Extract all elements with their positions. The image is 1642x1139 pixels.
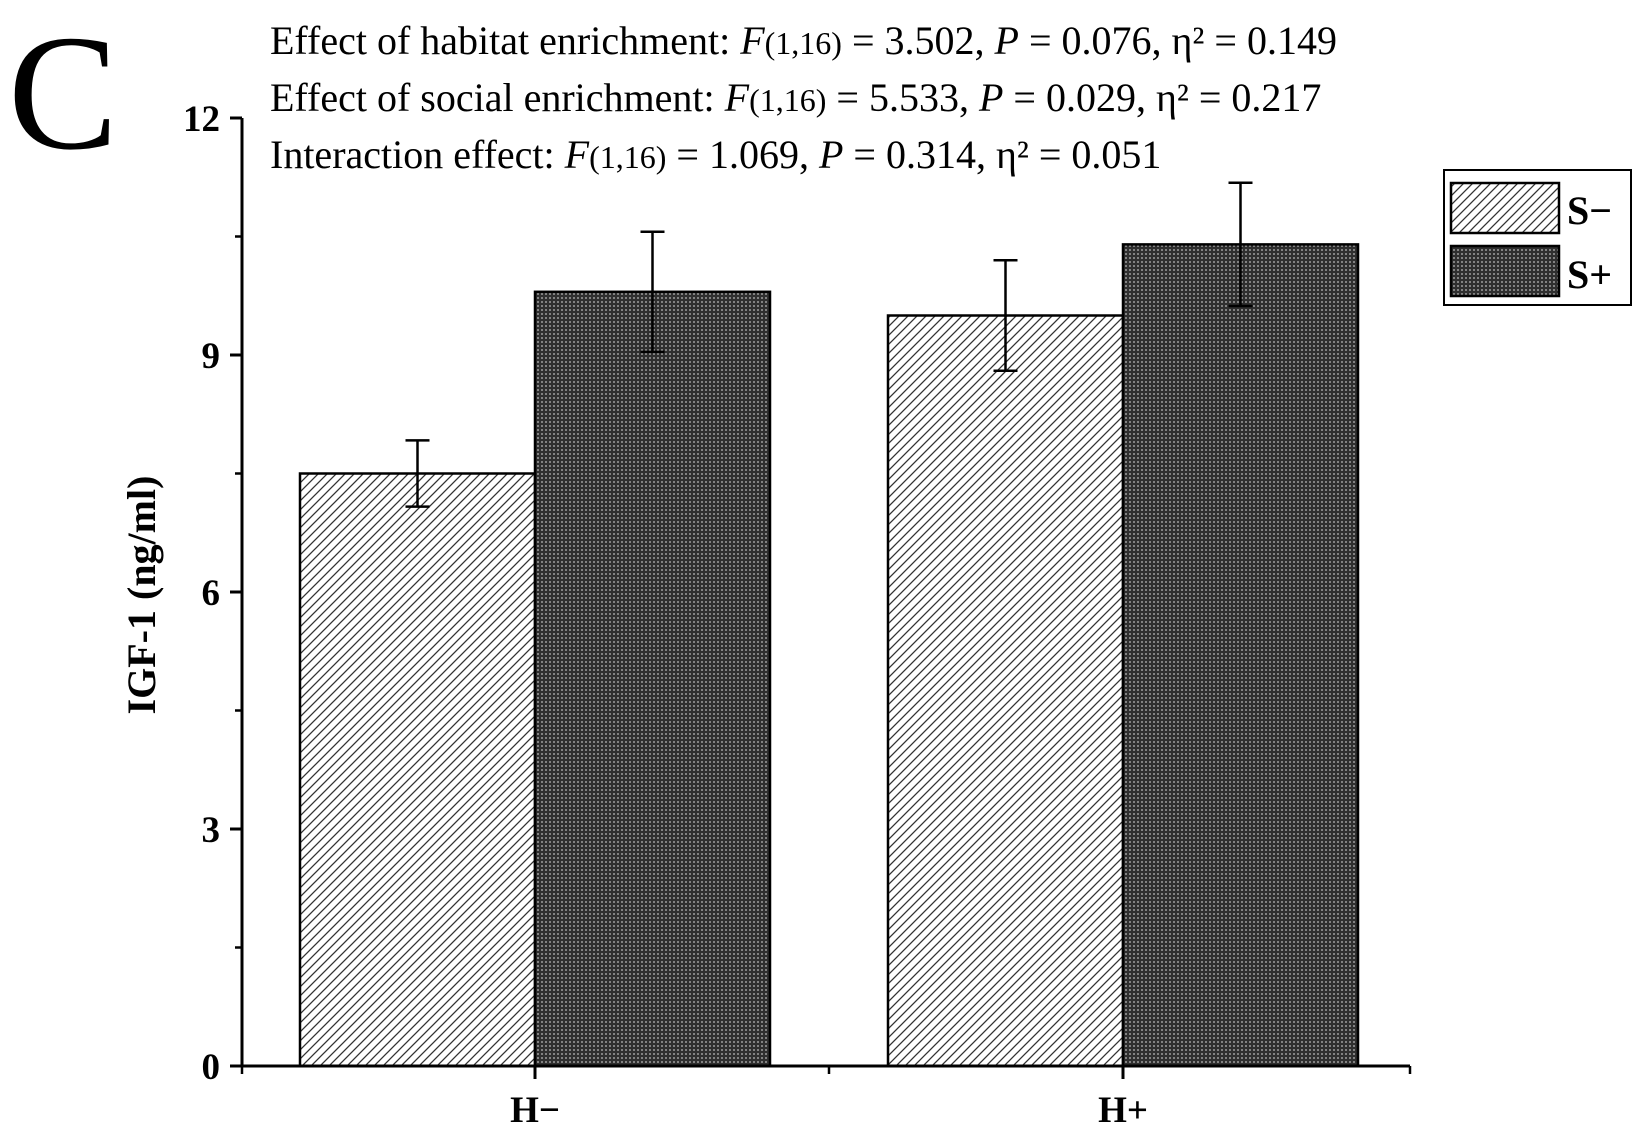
- axes-layer: 0 3 6 9 12 H− H+: [183, 99, 1412, 1131]
- y-tick-label-12: 12: [183, 99, 220, 140]
- annotation-habitat-df: (1,16): [765, 25, 842, 61]
- bar-s-plus-h-minus: [533, 290, 772, 1068]
- legend-swatch-s-plus: [1449, 244, 1561, 298]
- annotation-social-fvalue: = 5.533,: [826, 75, 979, 120]
- annotation-interaction: Interaction effect: F(1,16) = 1.069, P =…: [270, 132, 1161, 177]
- y-tick-label-3: 3: [202, 810, 221, 851]
- bar-s-minus-h-minus: [298, 472, 537, 1068]
- annotation-interaction-df: (1,16): [589, 139, 666, 175]
- legend-label-s-minus: S−: [1567, 188, 1612, 233]
- annotation-social-df: (1,16): [749, 82, 826, 118]
- legend-label-s-plus: S+: [1567, 252, 1612, 297]
- annotation-habitat-p: P: [994, 18, 1019, 63]
- annotation-interaction-f: F: [564, 132, 590, 177]
- legend-swatch-s-minus: [1449, 181, 1561, 235]
- panel-label: C: [8, 1, 118, 184]
- bars-layer: [298, 181, 1360, 1068]
- y-axis-label: IGF-1 (ng/ml): [119, 476, 164, 715]
- bar-s-plus-h-plus: [1121, 243, 1360, 1068]
- annotation-social-p: P: [978, 75, 1003, 120]
- y-tick-label-0: 0: [202, 1047, 221, 1088]
- annotation-social-f: F: [724, 75, 750, 120]
- annotation-habitat-pvalue: = 0.076, η² = 0.149: [1019, 18, 1337, 63]
- annotation-habitat-fvalue: = 3.502,: [842, 18, 995, 63]
- legend: S− S+: [1443, 169, 1632, 306]
- annotation-interaction-fvalue: = 1.069,: [666, 132, 819, 177]
- x-tick-label-h-minus: H−: [510, 1090, 560, 1131]
- x-tick-label-h-plus: H+: [1098, 1090, 1148, 1131]
- y-tick-label-9: 9: [202, 336, 221, 377]
- annotation-social-prefix: Effect of social enrichment:: [270, 75, 725, 120]
- annotation-habitat-f: F: [739, 18, 765, 63]
- annotation-social-pvalue: = 0.029, η² = 0.217: [1003, 75, 1321, 120]
- y-tick-label-6: 6: [202, 573, 221, 614]
- annotation-interaction-prefix: Interaction effect:: [270, 132, 565, 177]
- annotation-habitat-prefix: Effect of habitat enrichment:: [270, 18, 740, 63]
- annotation-habitat: Effect of habitat enrichment: F(1,16) = …: [270, 18, 1337, 63]
- annotation-interaction-pvalue: = 0.314, η² = 0.051: [843, 132, 1161, 177]
- annotation-social: Effect of social enrichment: F(1,16) = 5…: [270, 75, 1321, 120]
- bar-s-minus-h-plus: [886, 314, 1125, 1068]
- annotation-interaction-p: P: [818, 132, 843, 177]
